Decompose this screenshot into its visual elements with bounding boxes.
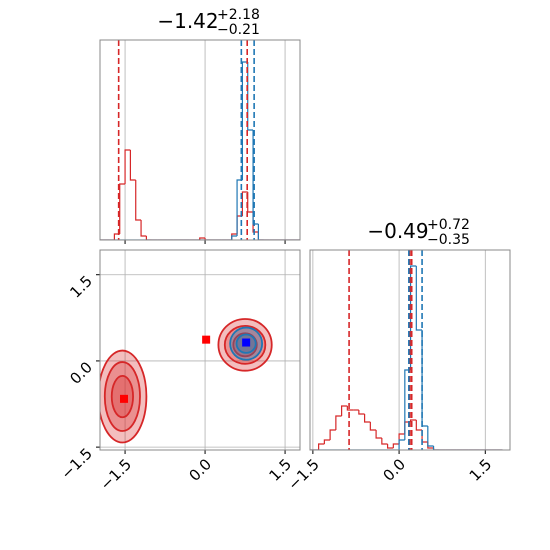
hist-step: [318, 443, 325, 450]
title-sup: +2.18: [217, 7, 260, 23]
hist-step: [323, 439, 331, 444]
histogram: [100, 61, 300, 240]
hist-step: [329, 429, 336, 440]
hist-step: [231, 233, 238, 240]
hist-step: [358, 410, 365, 415]
hist-step: [124, 149, 131, 184]
x-tick-label: 0.0: [379, 455, 409, 485]
hist-step: [392, 443, 400, 448]
hist-step: [386, 444, 394, 449]
axes-frame: [99, 249, 301, 451]
hist-step: [257, 224, 264, 240]
hist-step: [145, 236, 152, 240]
title-sup: +0.72: [427, 217, 470, 233]
hist-step: [140, 220, 147, 237]
hist-step: [346, 406, 354, 411]
y-tick-label: −1.5: [58, 444, 96, 482]
hist-step: [381, 438, 388, 445]
hist-step: [398, 439, 405, 450]
hist-step: [204, 238, 211, 240]
x-tick-label: −1.5: [284, 455, 322, 493]
marker: [202, 335, 211, 344]
axes-frame: [309, 249, 511, 451]
marker: [120, 394, 128, 403]
hist-step: [257, 232, 264, 240]
y-tick-label: 1.5: [66, 272, 96, 302]
hist-step: [398, 433, 405, 444]
hist-step: [369, 422, 377, 431]
hist-step: [341, 405, 348, 416]
contours: [100, 318, 273, 444]
hist-step: [427, 426, 434, 447]
param-title: −1.42: [157, 9, 218, 33]
x-tick-label: 0.0: [185, 455, 215, 485]
hist-step: [119, 183, 126, 234]
hist-step: [241, 61, 248, 180]
title-value: −0.49: [367, 219, 428, 243]
hist-step: [415, 420, 423, 431]
hist-step: [135, 180, 142, 221]
y-tick-label: 0.0: [66, 358, 96, 388]
hist-step: [199, 237, 206, 240]
title-value: −1.42: [157, 9, 218, 33]
x-tick-label: 1.5: [466, 455, 496, 485]
hist-step: [421, 430, 428, 443]
hist-step: [231, 235, 238, 240]
hist-step: [375, 430, 382, 439]
marker: [242, 338, 251, 347]
hist-step: [363, 414, 371, 423]
hist-step: [247, 192, 254, 213]
histogram: [310, 265, 503, 450]
hist-step: [129, 150, 136, 181]
hist-step: [415, 266, 423, 331]
hist-step: [241, 191, 248, 216]
hist-step: [247, 62, 254, 131]
hist-step: [427, 442, 434, 449]
param-title: −0.49: [367, 219, 428, 243]
title-sub: −0.21: [217, 22, 260, 38]
x-tick-label: −1.5: [97, 455, 135, 493]
hist-step: [432, 446, 440, 450]
hist-step: [252, 130, 259, 225]
title-sub: −0.35: [427, 232, 470, 248]
axes-frame: [99, 39, 301, 241]
hist-step: [335, 415, 342, 430]
hist-step: [421, 330, 428, 427]
